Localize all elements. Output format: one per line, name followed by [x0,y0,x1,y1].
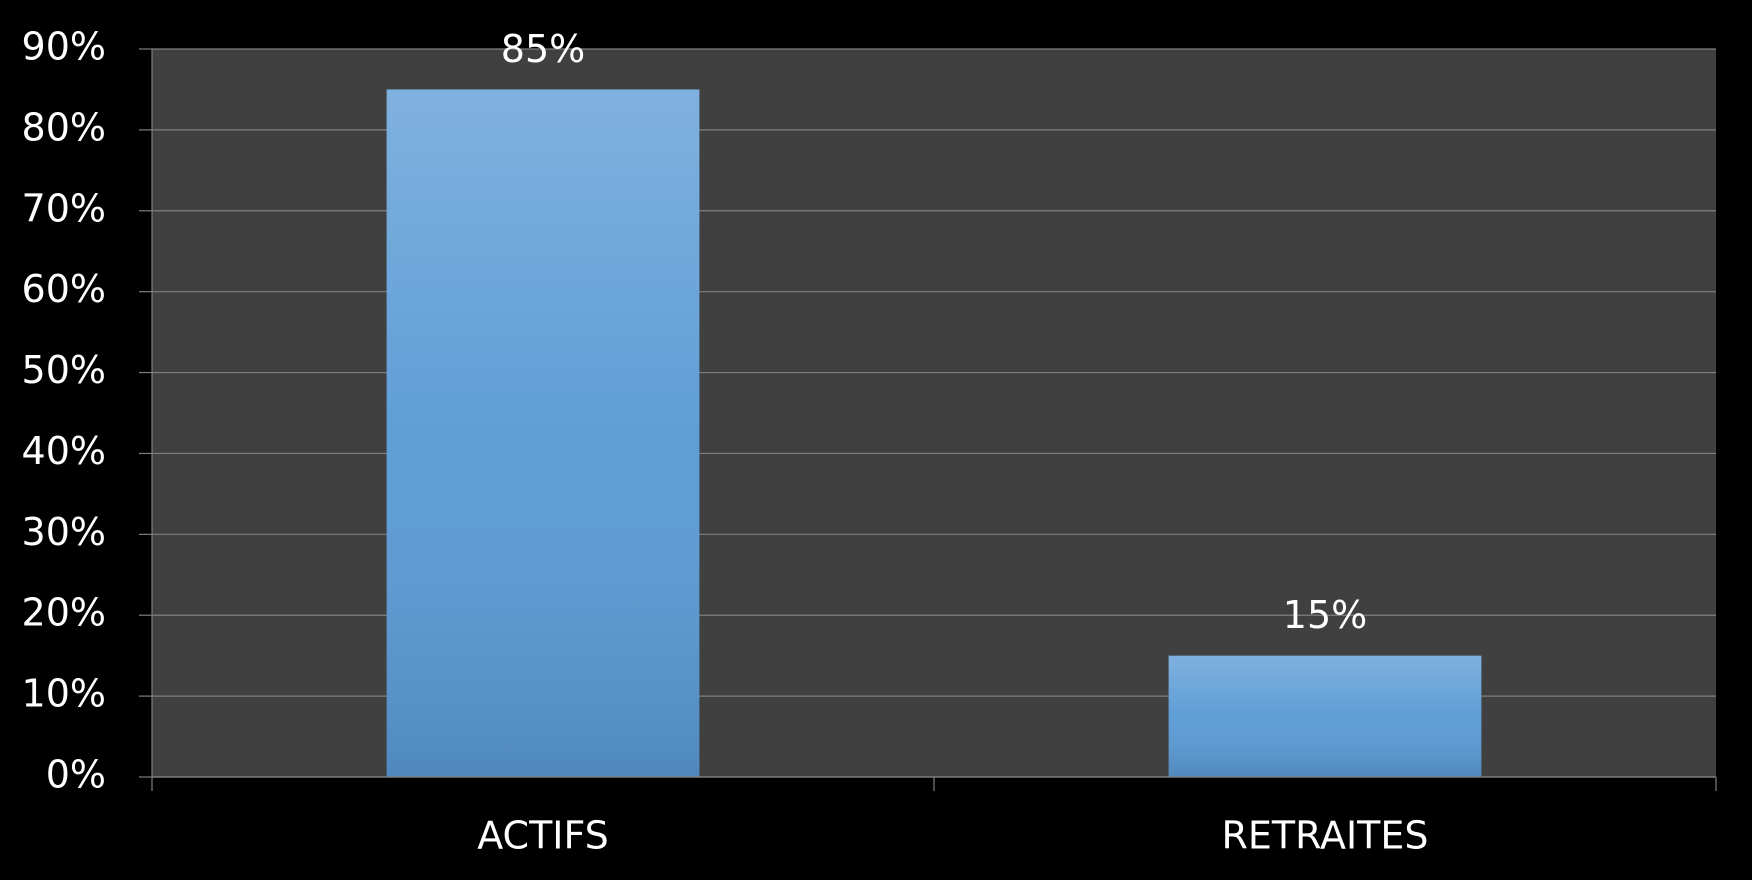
y-tick-label: 70% [22,186,106,230]
data-label: 15% [1283,593,1367,637]
y-tick-label: 10% [22,672,106,716]
y-tick-label: 0% [46,753,106,797]
y-tick-label: 20% [22,591,106,635]
data-label: 85% [501,27,585,71]
y-tick-label: 30% [22,510,106,554]
y-tick-label: 80% [22,105,106,149]
y-tick-label: 40% [22,429,106,473]
y-tick-label: 50% [22,348,106,392]
x-tick-label: ACTIFS [477,814,609,858]
y-tick-label: 90% [22,25,106,69]
x-tick-label: RETRAITES [1221,814,1428,858]
y-tick-label: 60% [22,267,106,311]
bar-sheen [1168,655,1482,777]
bar-sheen [386,89,700,777]
